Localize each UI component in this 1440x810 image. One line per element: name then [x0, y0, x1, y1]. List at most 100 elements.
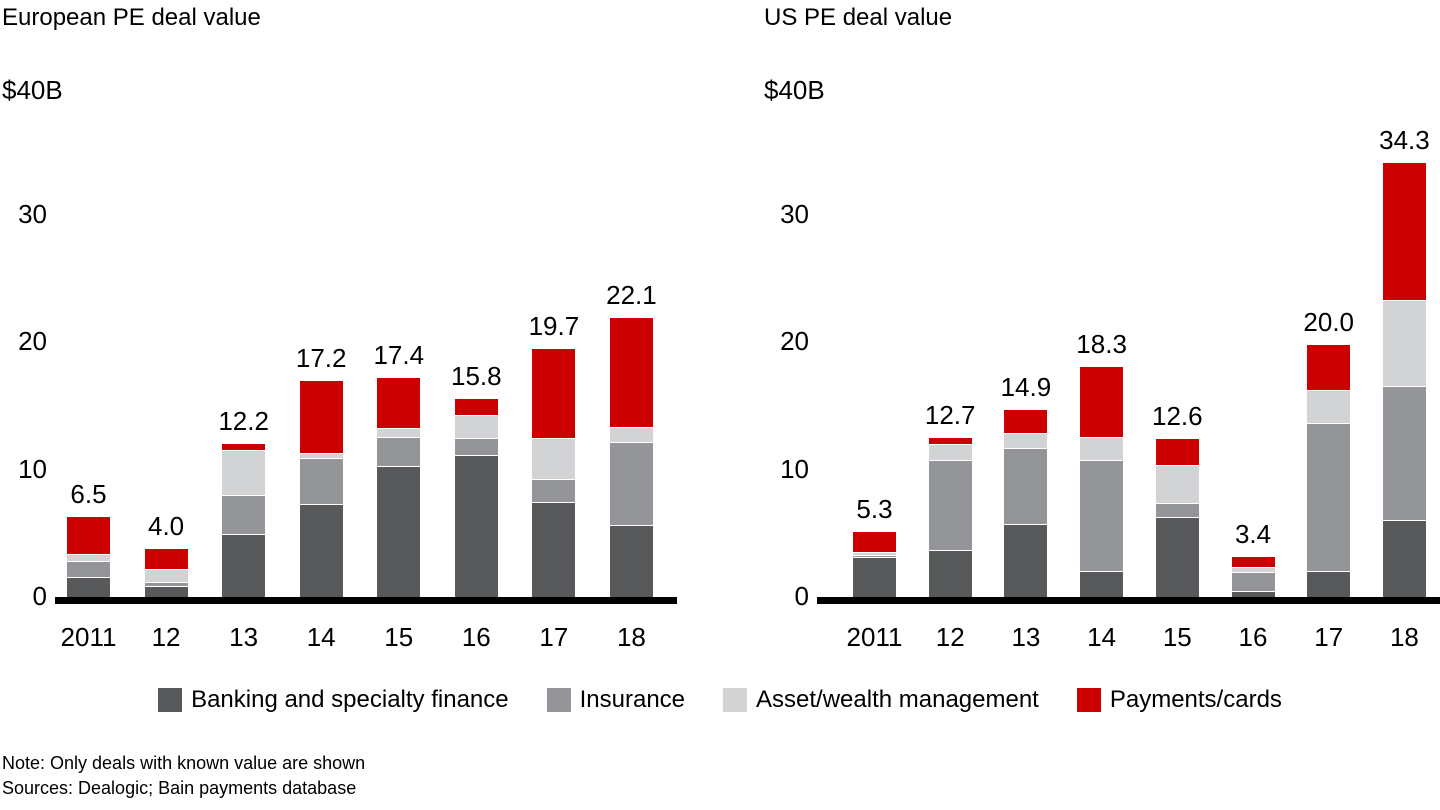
x-tick-13: 13 [229, 622, 259, 652]
segment-asset-wealth-management [377, 427, 421, 437]
bar-total-label: 34.3 [1379, 124, 1430, 155]
bar-total-label: 12.7 [924, 400, 976, 431]
legend-item-banking-and-specialty-finance: Banking and specialty finance [158, 686, 509, 714]
segment-insurance [377, 436, 421, 467]
bar-total-label: 14.9 [1000, 372, 1052, 403]
plot-area-european: 0 10 20 30 6.5 2011 4.0 12 12.2 13 17.2 14 17.4 15 15… [18, 90, 679, 652]
x-tick-12: 12 [151, 622, 181, 652]
segment-payments-cards [1155, 439, 1199, 465]
segment-asset-wealth-management [532, 438, 576, 479]
segment-insurance [1382, 385, 1426, 520]
segment-insurance [222, 495, 266, 534]
x-tick-14: 14 [306, 622, 336, 652]
segment-payments-cards [928, 438, 972, 445]
segment-asset-wealth-management [1382, 300, 1426, 386]
legend-swatch-payments-cards [1076, 688, 1101, 712]
y-tick-30: 30 [780, 198, 809, 229]
segment-payments-cards [1307, 345, 1351, 390]
bar-total-label: 15.8 [451, 360, 502, 391]
segment-payments-cards [144, 549, 188, 570]
y-axis-unit-label: $40B [2, 75, 63, 105]
segment-banking-and-specialty-finance [222, 533, 266, 600]
segment-banking-and-specialty-finance [853, 556, 896, 600]
bar-group-16: 15.8 16 [451, 361, 502, 652]
x-tick-2011: 2011 [60, 622, 117, 652]
segment-asset-wealth-management [299, 453, 343, 459]
segment-payments-cards [377, 378, 421, 428]
bar-stack [144, 549, 188, 600]
us-pe-chart: US PE deal value $40B 0 10 20 30 5.3 2011 12.… [762, 0, 1440, 660]
legend-item-payments-cards: Payments/cards [1076, 686, 1282, 714]
segment-asset-wealth-management [609, 426, 653, 442]
segment-asset-wealth-management [454, 415, 498, 439]
bar-stack [532, 348, 576, 600]
bar-total-label: 17.2 [295, 342, 347, 373]
bar-group-13: 12.2 13 [218, 406, 269, 652]
y-tick-10: 10 [18, 453, 47, 484]
bar-stack [454, 398, 498, 600]
segment-insurance [532, 478, 576, 502]
segment-payments-cards [1080, 366, 1124, 437]
bar-stack [67, 517, 110, 600]
legend-label: Asset/wealth management [756, 686, 1039, 713]
segment-banking-and-specialty-finance [1080, 570, 1124, 600]
x-tick-14: 14 [1087, 622, 1117, 652]
bar-stack [1231, 556, 1275, 600]
bar-group-14: 17.2 14 [296, 343, 347, 652]
legend-swatch-banking-and-specialty-finance [158, 688, 183, 712]
bar-group-15: 17.4 15 [373, 340, 424, 652]
y-axis-unit-label: $40B [764, 75, 825, 105]
segment-asset-wealth-management [1080, 436, 1124, 460]
bar-group-14: 18.3 14 [1076, 329, 1127, 652]
chart-title-us: US PE deal value [764, 4, 953, 31]
segment-asset-wealth-management [222, 449, 266, 496]
segment-payments-cards [609, 318, 653, 427]
bar-stack [1004, 410, 1048, 600]
bar-total-label: 18.3 [1076, 328, 1127, 359]
bar-total-label: 5.3 [856, 494, 893, 525]
y-tick-0: 0 [794, 581, 809, 611]
segment-insurance [853, 555, 896, 557]
legend-label: Insurance [579, 686, 686, 713]
bar-group-18: 22.1 18 [606, 280, 657, 652]
segment-payments-cards [1231, 556, 1275, 567]
bar-total-label: 6.5 [70, 479, 107, 510]
segment-insurance [144, 582, 188, 586]
segment-banking-and-specialty-finance [532, 501, 576, 600]
segment-asset-wealth-management [1231, 566, 1275, 572]
bar-stack [853, 532, 896, 600]
bar-total-label: 22.1 [606, 280, 657, 311]
legend: Banking and specialty finance Insurance As… [0, 686, 1440, 714]
bar-stack [609, 318, 653, 600]
y-tick-20: 20 [18, 326, 47, 356]
segment-asset-wealth-management [1307, 389, 1351, 423]
bar-total-label: 12.2 [218, 406, 269, 437]
segment-insurance [1080, 459, 1124, 571]
bar-group-2011: 5.3 2011 [847, 494, 903, 652]
segment-insurance [1231, 571, 1275, 592]
bar-group-12: 12.7 12 [925, 400, 976, 652]
bar-stack [1155, 439, 1199, 600]
segment-banking-and-specialty-finance [1231, 591, 1275, 600]
bar-group-16: 3.4 16 [1231, 519, 1275, 652]
x-tick-15: 15 [1162, 622, 1192, 652]
segment-banking-and-specialty-finance [1004, 523, 1048, 600]
segment-asset-wealth-management [1155, 464, 1199, 504]
segment-banking-and-specialty-finance [377, 466, 421, 600]
x-tick-17: 17 [1314, 622, 1344, 652]
sources-line: Sources: Dealogic; Bain payments databas… [2, 778, 357, 798]
bar-total-label: 19.7 [528, 310, 580, 341]
segment-banking-and-specialty-finance [1382, 519, 1426, 600]
bar-group-15: 12.6 15 [1152, 401, 1203, 652]
x-axis-line [817, 597, 1440, 604]
bar-group-17: 20.0 17 [1303, 307, 1354, 652]
segment-asset-wealth-management [853, 551, 896, 556]
x-tick-16: 16 [1238, 622, 1268, 652]
segment-banking-and-specialty-finance [928, 550, 972, 600]
x-tick-18: 18 [616, 622, 646, 652]
segment-banking-and-specialty-finance [1307, 570, 1351, 600]
legend-item-asset-wealth-management: Asset/wealth management [723, 686, 1039, 714]
segment-asset-wealth-management [1004, 432, 1048, 449]
segment-insurance [1155, 503, 1199, 518]
